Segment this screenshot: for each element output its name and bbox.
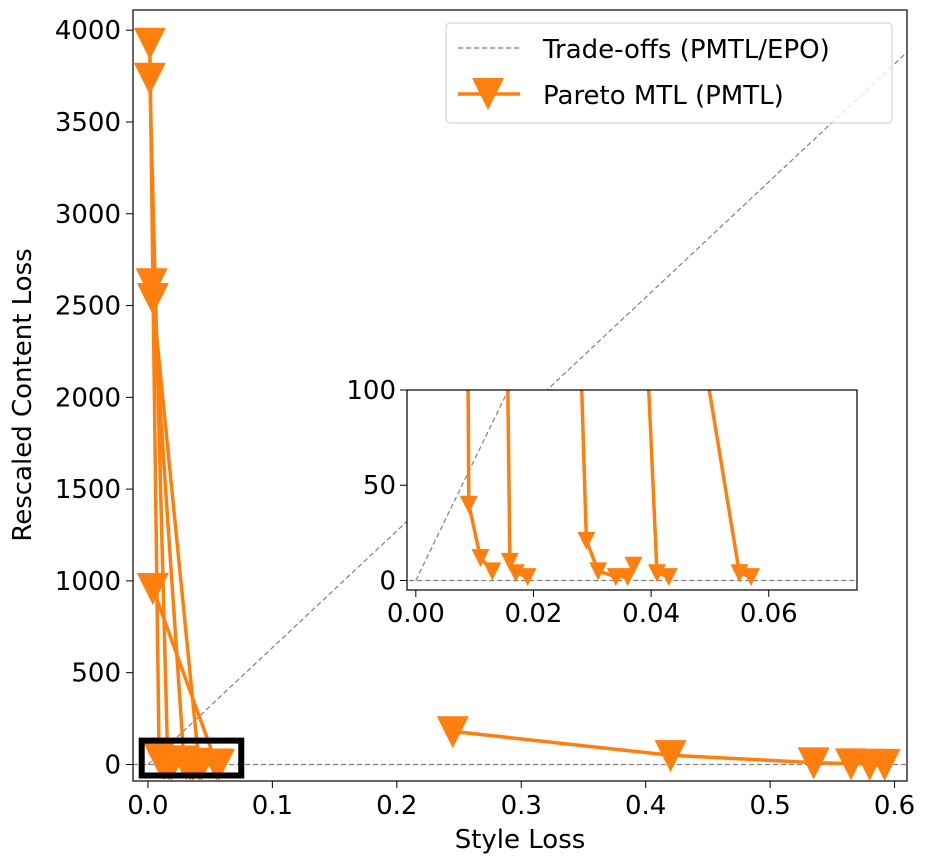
y-tick-label: 1500 [55, 475, 121, 505]
inset-chart: 0.00 0.02 0.04 0.06 0 50 100 [346, 376, 858, 629]
inset-x-tick-label: 0.06 [740, 599, 798, 629]
inset-pmtl-point [659, 568, 678, 587]
inset-pmtl-point [459, 495, 478, 514]
inset-pmtl-point [624, 556, 643, 575]
inset-x-tick-label: 0.04 [622, 599, 680, 629]
inset-x-tick-label: 0.02 [505, 599, 563, 629]
legend-pmtl-label: Pareto MTL (PMTL) [543, 81, 784, 111]
x-tick-label: 0.4 [625, 791, 666, 821]
pmtl-point [136, 283, 169, 315]
y-tick-label: 500 [71, 659, 121, 689]
y-tick-label: 2000 [55, 383, 121, 413]
pmtl-point [654, 740, 687, 773]
x-tick-label: 0.1 [252, 791, 293, 821]
y-tick-label: 4000 [55, 16, 121, 46]
inset-pmtl-point [618, 568, 637, 587]
x-tick-label: 0.5 [749, 791, 790, 821]
x-tick-label: 0.0 [127, 791, 168, 821]
zoom-box [138, 737, 245, 779]
legend-tradeoff-label: Trade-offs (PMTL/EPO) [542, 35, 830, 65]
pmtl-point [136, 573, 169, 605]
inset-pmtl-point [742, 568, 761, 587]
inset-frame [406, 389, 858, 591]
inset-pmtl-point [577, 531, 596, 550]
y-tick-label: 0 [104, 750, 121, 780]
x-tick-label: 0.2 [376, 791, 417, 821]
legend-box [445, 22, 893, 124]
legend: Trade-offs (PMTL/EPO) Pareto MTL (PMTL) [445, 22, 893, 124]
pmtl-point [797, 747, 830, 780]
inset-pmtl-point [471, 549, 490, 568]
plot-frame [132, 9, 908, 782]
pmtl-point [868, 748, 901, 781]
inset-pmtl-point [518, 568, 537, 587]
x-axis-title: Style Loss [455, 825, 586, 855]
inset-pmtl-point [606, 568, 625, 587]
y-tick-label: 2500 [55, 292, 121, 322]
x-tick-label: 0.6 [874, 791, 915, 821]
inset-y-tick-label: 100 [346, 376, 396, 406]
inset-y-tick-label: 0 [379, 566, 396, 596]
inset-y-tick-label: 50 [363, 471, 396, 501]
y-tick-label: 1000 [55, 567, 121, 597]
inset-x-tick-label: 0.00 [387, 599, 445, 629]
pmtl-point [202, 748, 235, 781]
pmtl-point [133, 62, 166, 95]
y-tick-label: 3000 [55, 200, 121, 230]
y-axis-title: Rescaled Content Loss [8, 248, 38, 541]
inset-pmtl-point [589, 562, 608, 581]
inset-pmtl-point [483, 562, 502, 581]
pmtl-point [436, 716, 469, 749]
pmtl-point [133, 27, 166, 60]
inset-pmtl-point [500, 552, 519, 571]
y-tick-label: 3500 [55, 108, 121, 138]
legend-pmtl-swatch-marker [472, 78, 504, 110]
x-tick-label: 0.3 [501, 791, 542, 821]
